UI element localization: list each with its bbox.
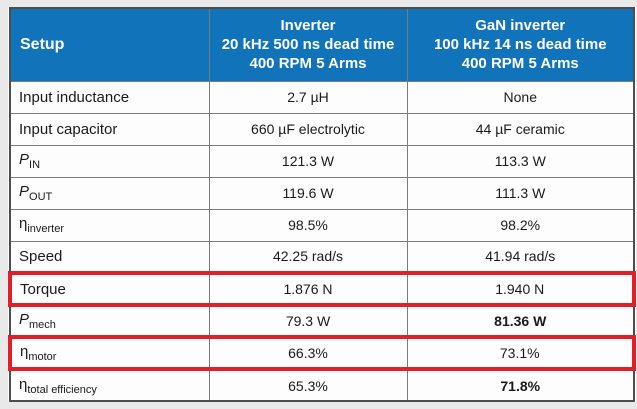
row-label-subscript: total efficiency — [27, 383, 97, 396]
cell-inverter-value: 79.3 W — [208, 304, 408, 338]
row-label: Input capacitor — [19, 120, 118, 138]
row-p-out: POUT 119.6 W 111.3 W — [9, 176, 635, 210]
cell-inverter-value: 660 µF electrolytic — [208, 112, 408, 146]
row-label: η — [19, 375, 28, 393]
cell-inverter-value: 98.5% — [208, 208, 408, 242]
cell-gan-value: 71.8% — [406, 368, 635, 402]
cell-gan-value: 73.1% — [406, 335, 636, 371]
row-speed: Speed 42.25 rad/s 41.94 rad/s — [9, 240, 635, 274]
header-inverter-line2: 20 kHz 500 ns dead time — [221, 36, 395, 54]
header-gan-inverter: GaN inverter 100 kHz 14 ns dead time 400… — [406, 7, 635, 82]
header-inverter: Inverter 20 kHz 500 ns dead time 400 RPM… — [208, 7, 408, 82]
header-inverter-line1: Inverter — [280, 17, 336, 35]
cell-inverter-value: 2.7 µH — [208, 80, 408, 114]
row-eta-inverter: ηinverter 98.5% 98.2% — [9, 208, 635, 242]
row-label-subscript: IN — [29, 159, 41, 171]
row-label-subscript: motor — [28, 351, 57, 363]
cell-gan-value: 1.940 N — [406, 271, 636, 307]
table-header: Setup Inverter 20 kHz 500 ns dead time 4… — [9, 7, 635, 82]
cell-gan-value: 98.2% — [406, 208, 635, 242]
header-gan-line1: GaN inverter — [475, 17, 566, 35]
row-label: η — [19, 215, 28, 232]
row-label: η — [20, 343, 29, 360]
row-label: Torque — [20, 280, 66, 298]
row-label: Speed — [19, 247, 63, 265]
cell-gan-value: 81.36 W — [406, 304, 635, 338]
cell-gan-value: 113.3 W — [406, 144, 635, 178]
row-label-subscript: OUT — [29, 191, 53, 203]
row-p-mech: Pmech 79.3 W 81.36 W — [9, 304, 635, 338]
row-torque-highlighted: Torque 1.876 N 1.940 N — [8, 271, 636, 307]
row-input-capacitor: Input capacitor 660 µF electrolytic 44 µ… — [9, 112, 635, 146]
cell-inverter-value: 1.876 N — [208, 271, 408, 307]
cell-gan-value: 111.3 W — [406, 176, 635, 210]
cell-gan-value: None — [406, 80, 635, 114]
row-eta-motor-highlighted: ηmotor 66.3% 73.1% — [8, 335, 636, 371]
row-label: Input inductance — [19, 88, 130, 106]
row-label: P — [19, 183, 30, 200]
cell-gan-value: 44 µF ceramic — [406, 112, 635, 146]
header-setup: Setup — [9, 7, 210, 82]
cell-inverter-value: 119.6 W — [208, 176, 408, 210]
cell-inverter-value: 42.25 rad/s — [208, 240, 408, 274]
row-label-subscript: mech — [29, 319, 56, 331]
header-row: Setup Inverter 20 kHz 500 ns dead time 4… — [9, 7, 635, 82]
inverter-comparison-table: Setup Inverter 20 kHz 500 ns dead time 4… — [8, 7, 636, 402]
cell-inverter-value: 66.3% — [208, 335, 408, 371]
row-label-subscript: inverter — [27, 223, 65, 235]
comparison-table-container: Setup Inverter 20 kHz 500 ns dead time 4… — [8, 7, 636, 402]
cell-inverter-value: 65.3% — [208, 368, 408, 402]
row-p-in: PIN 121.3 W 113.3 W — [9, 144, 635, 178]
header-gan-line3: 400 RPM 5 Arms — [461, 55, 579, 73]
cell-inverter-value: 121.3 W — [208, 144, 408, 178]
cell-gan-value: 41.94 rad/s — [406, 240, 635, 274]
header-gan-line2: 100 kHz 14 ns dead time — [433, 36, 607, 54]
row-eta-total-efficiency: ηtotal efficiency 65.3% 71.8% — [9, 368, 635, 402]
header-inverter-line3: 400 RPM 5 Arms — [249, 55, 367, 73]
table-body: Input inductance 2.7 µH None Input capac… — [8, 80, 636, 402]
row-label: P — [19, 311, 30, 328]
row-input-inductance: Input inductance 2.7 µH None — [9, 80, 635, 114]
row-label: P — [19, 151, 30, 168]
